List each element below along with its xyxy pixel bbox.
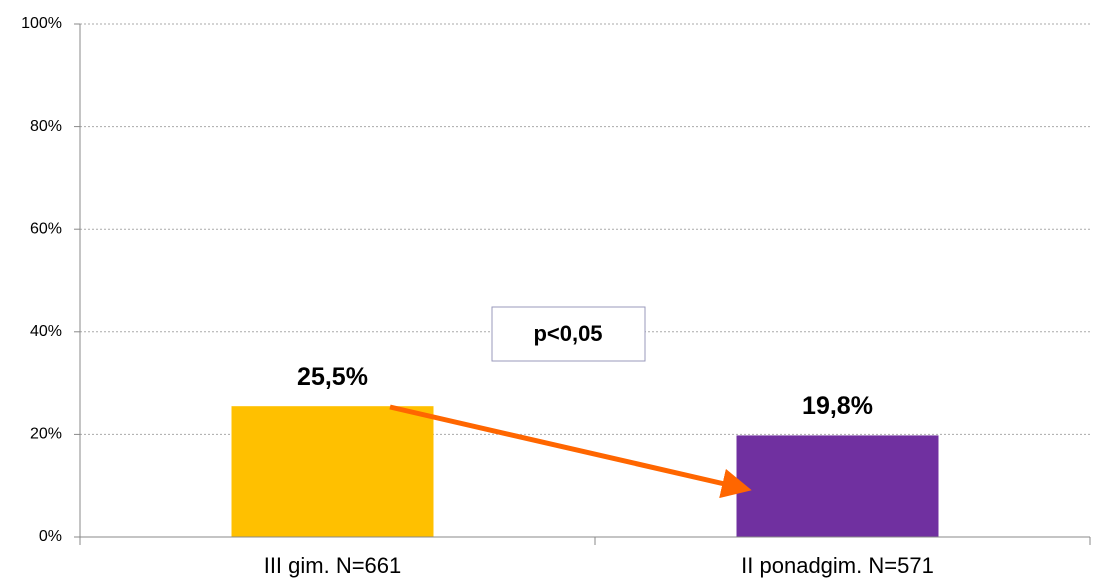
annotation-box [491,306,646,362]
x-tick-label: II ponadgim. N=571 [741,553,934,578]
y-tick-label: 0% [39,528,62,545]
y-tick-label: 40% [30,323,62,340]
y-tick-label: 60% [30,220,62,237]
value-label: 25,5% [297,363,368,391]
x-tick-label: III gim. N=661 [264,553,402,578]
y-tick-label: 80% [30,118,62,135]
trend-arrow [389,404,752,499]
y-tick-label: 100% [21,15,62,32]
bar [736,435,939,537]
value-label: 19,8% [802,392,873,420]
y-tick-label: 20% [30,426,62,443]
bar [231,406,434,537]
annotation: p<0,05 [533,321,602,346]
